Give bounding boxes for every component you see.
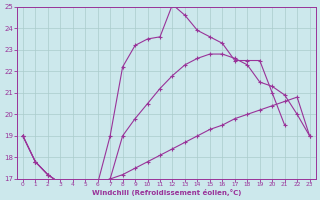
X-axis label: Windchill (Refroidissement éolien,°C): Windchill (Refroidissement éolien,°C)	[92, 189, 241, 196]
